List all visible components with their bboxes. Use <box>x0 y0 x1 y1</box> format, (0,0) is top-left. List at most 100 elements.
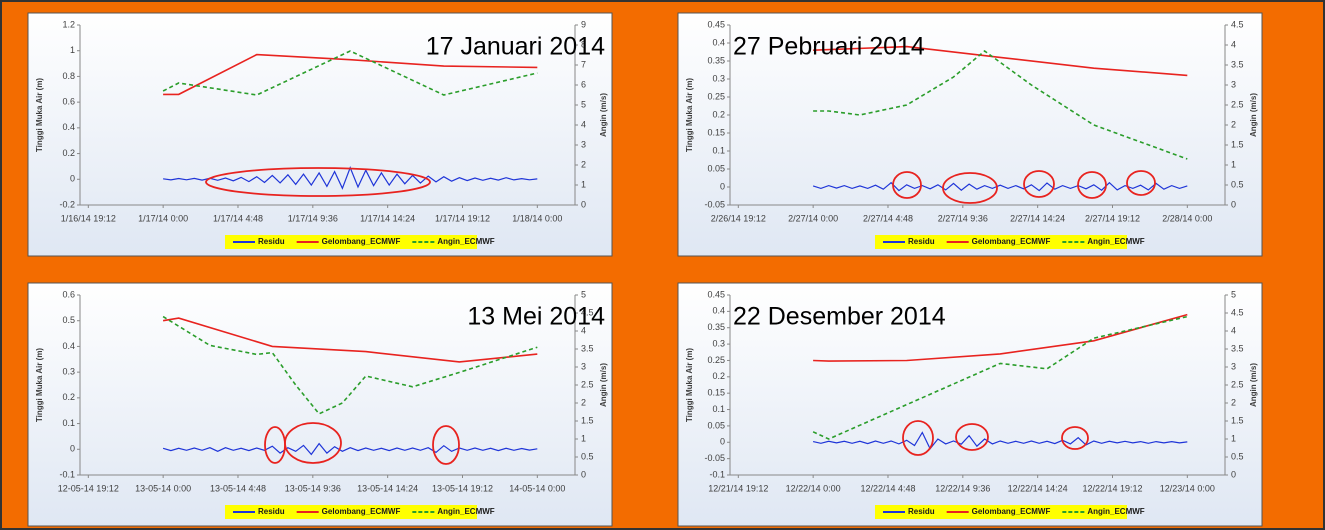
y-tick-label: 0.1 <box>62 418 75 428</box>
legend-label: Residu <box>258 507 285 516</box>
y-tick-label: 1.2 <box>62 19 75 29</box>
highlight-ring <box>1126 170 1156 196</box>
y2-tick-label: 2 <box>1231 397 1236 407</box>
x-tick-label: 1/17/14 0:00 <box>138 213 188 223</box>
x-tick-label: 1/16/14 19:12 <box>61 213 116 223</box>
x-tick-label: 13-05-14 0:00 <box>135 483 191 493</box>
legend <box>875 505 1127 519</box>
y2-tick-label: 4 <box>1231 325 1236 335</box>
y2-tick-label: 1.5 <box>1231 139 1244 149</box>
x-tick-label: 1/17/14 19:12 <box>435 213 490 223</box>
x-tick-label: 12/22/14 14:24 <box>1008 483 1068 493</box>
series-line <box>163 53 538 96</box>
y2-tick-label: 7 <box>581 59 586 69</box>
y-tick-label: -0.2 <box>59 199 75 209</box>
series-line <box>813 49 1188 160</box>
y-tick-label: 0.45 <box>707 289 725 299</box>
annotation: 22 Desember 2014 <box>733 303 946 331</box>
x-tick-label: 1/17/14 14:24 <box>360 213 415 223</box>
legend-label: Angin_ECMWF <box>1087 237 1144 246</box>
x-tick-label: 1/17/14 9:36 <box>288 213 338 223</box>
highlight-ring <box>205 167 431 197</box>
y2-axis-title: Angin (m/s) <box>599 93 608 137</box>
y2-tick-label: 6 <box>581 79 586 89</box>
series-line <box>162 442 538 456</box>
y2-tick-label: 5 <box>581 289 586 299</box>
y2-tick-label: 2 <box>581 159 586 169</box>
highlight-ring <box>1077 171 1107 199</box>
y2-tick-label: 1 <box>1231 433 1236 443</box>
y-tick-label: 0.2 <box>62 148 75 158</box>
y-tick-label: 0.4 <box>62 122 75 132</box>
y-axis-title: Tinggi Muka Air (m) <box>35 78 44 153</box>
y2-tick-label: 3.5 <box>1231 343 1244 353</box>
legend-label: Gelombang_ECMWF <box>322 237 401 246</box>
y2-tick-label: 3 <box>581 361 586 371</box>
y2-tick-label: 5 <box>581 99 586 109</box>
y2-tick-label: 3.5 <box>1231 59 1244 69</box>
x-tick-label: 12/23/14 0:00 <box>1160 483 1215 493</box>
y2-axis-title: Angin (m/s) <box>1249 93 1258 137</box>
x-tick-label: 13-05-14 14:24 <box>357 483 418 493</box>
highlight-ring <box>942 172 998 204</box>
y-tick-label: 0.1 <box>712 404 725 414</box>
y2-tick-label: 2.5 <box>1231 379 1244 389</box>
x-tick-label: 2/27/14 9:36 <box>938 213 988 223</box>
y-tick-label: 0.15 <box>707 127 725 137</box>
y2-tick-label: 3 <box>581 139 586 149</box>
y-tick-label: 1 <box>70 45 75 55</box>
highlight-ring <box>432 425 460 465</box>
y2-tick-label: 8 <box>581 39 586 49</box>
highlight-ring <box>1023 170 1055 198</box>
panel <box>27 12 613 257</box>
y2-tick-label: 2 <box>581 397 586 407</box>
y-axis-title: Tinggi Muka Air (m) <box>685 348 694 423</box>
y2-tick-label: 5 <box>1231 289 1236 299</box>
y-tick-label: 0.05 <box>707 420 725 430</box>
annotation: 27 Pebruari 2014 <box>733 33 925 61</box>
highlight-ring <box>955 423 989 451</box>
y-tick-label: 0.8 <box>62 71 75 81</box>
y-tick-label: 0.1 <box>712 145 725 155</box>
x-tick-label: 13-05-14 4:48 <box>210 483 266 493</box>
y2-axis-title: Angin (m/s) <box>1249 363 1258 407</box>
y-axis-title: Tinggi Muka Air (m) <box>685 78 694 153</box>
annotation: 17 Januari 2014 <box>426 33 605 61</box>
y2-tick-label: 0.5 <box>581 451 594 461</box>
legend-label: Residu <box>908 237 935 246</box>
series-line <box>162 50 538 96</box>
y2-tick-label: 4.5 <box>1231 19 1244 29</box>
y2-tick-label: 1 <box>581 433 586 443</box>
y-tick-label: 0.4 <box>712 306 725 316</box>
series-line <box>162 315 538 415</box>
y-tick-label: 0 <box>70 444 75 454</box>
y2-tick-label: 3.5 <box>581 343 594 353</box>
legend-label: Gelombang_ECMWF <box>972 507 1051 516</box>
y-tick-label: 0.35 <box>707 322 725 332</box>
legend <box>225 235 477 249</box>
y2-tick-label: 0 <box>581 199 586 209</box>
highlight-ring <box>1061 426 1089 450</box>
x-tick-label: 2/28/14 0:00 <box>1162 213 1212 223</box>
legend <box>225 505 477 519</box>
x-tick-label: 1/18/14 0:00 <box>512 213 562 223</box>
x-tick-label: 2/27/14 0:00 <box>788 213 838 223</box>
y-tick-label: 0 <box>70 174 75 184</box>
highlight-ring <box>902 420 934 456</box>
y2-tick-label: 4 <box>581 119 586 129</box>
y-tick-label: -0.1 <box>709 469 725 479</box>
x-tick-label: 12/22/14 0:00 <box>786 483 841 493</box>
y-tick-label: 0.15 <box>707 388 725 398</box>
y2-tick-label: 0 <box>1231 469 1236 479</box>
x-tick-label: 2/27/14 4:48 <box>863 213 913 223</box>
y-axis-title: Tinggi Muka Air (m) <box>35 348 44 423</box>
y-tick-label: 0.2 <box>712 109 725 119</box>
legend-label: Angin_ECMWF <box>437 237 494 246</box>
legend <box>875 235 1127 249</box>
panel <box>27 282 613 527</box>
y-tick-label: 0 <box>720 437 725 447</box>
annotation: 13 Mei 2014 <box>467 303 605 331</box>
y-tick-label: 0.05 <box>707 163 725 173</box>
y-tick-label: 0.4 <box>62 341 75 351</box>
y-tick-label: 0.45 <box>707 19 725 29</box>
